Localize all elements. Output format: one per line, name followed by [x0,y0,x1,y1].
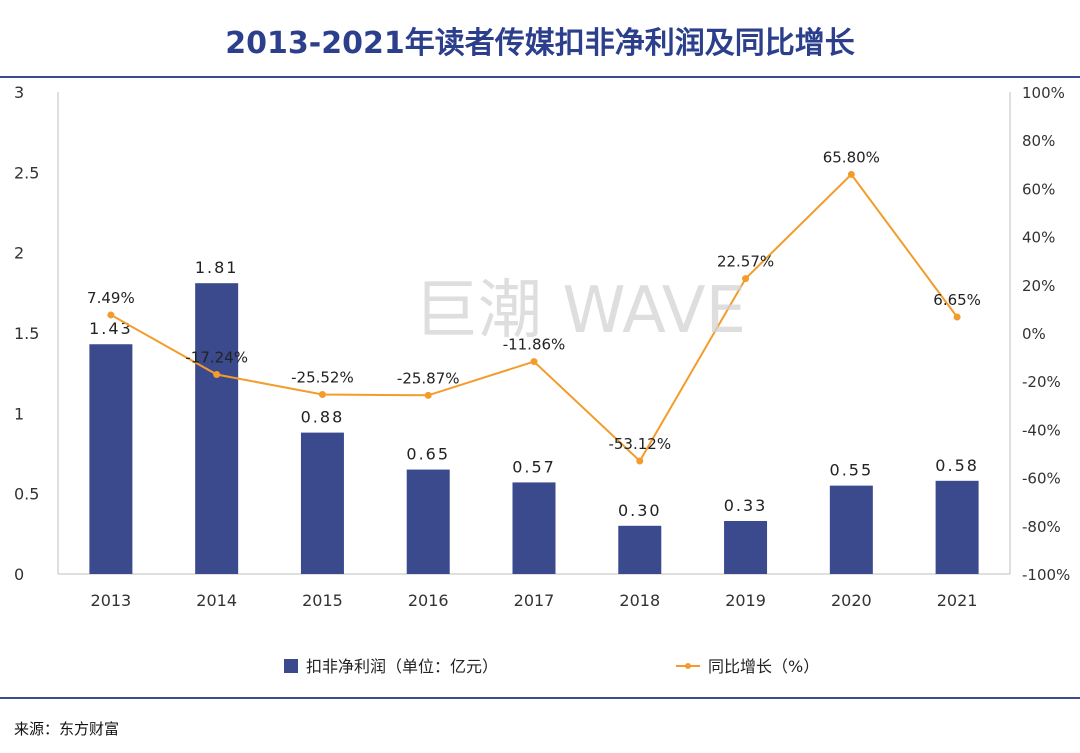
x-tick-label: 2017 [514,591,555,610]
bar-value-label: 0.65 [406,445,450,464]
left-tick-label: 0.5 [14,485,39,504]
chart-canvas: 0 0.5 1 1.5 2 2.5 3 -100% -80% -60% -40% -20% 0% 20%… [14,83,1070,676]
bar-value-label: 0.88 [301,408,345,427]
bar [724,520,768,574]
bar-value-label: 0.30 [618,501,662,520]
bar-value-label: 0.57 [512,457,556,476]
right-tick-label: 40% [1022,229,1055,247]
line-point [424,391,432,399]
left-tick-label: 1 [14,404,24,423]
line-series: 7.49% -17.24% -25.52% -25.87% -11.86% -53.12%… [87,148,981,465]
title-divider [0,76,1080,78]
bar-value-label: 1.43 [89,319,133,338]
x-tick-label: 2021 [937,591,978,610]
line-point [213,371,221,379]
line-value-label: -11.86% [503,336,566,354]
line-value-label: -53.12% [608,435,671,453]
bar [89,344,133,574]
watermark: 巨潮 WAVE [414,274,746,348]
line-point [953,313,961,321]
left-tick-label: 2.5 [14,163,39,182]
x-tick-label: 2013 [91,591,132,610]
right-tick-label: 60% [1022,180,1055,198]
legend-bar-label: 扣非净利润（单位：亿元） [306,657,498,676]
bar [300,432,344,574]
source-note: 来源：东方财富 [14,720,120,738]
legend-line-label: 同比增长（%） [708,657,819,676]
line-value-label: 65.80% [823,148,880,166]
x-tick-label: 2014 [196,591,237,610]
left-tick-label: 2 [14,244,24,263]
bar-value-label: 0.55 [830,461,874,480]
right-tick-label: 100% [1022,84,1065,102]
right-tick-label: -40% [1022,421,1061,439]
line-point [636,457,644,465]
left-tick-label: 3 [14,83,24,102]
line-point [530,358,538,366]
left-axis: 0 0.5 1 1.5 2 2.5 3 [14,83,59,584]
x-tick-label: 2016 [408,591,449,610]
legend: 扣非净利润（单位：亿元） 同比增长（%） [284,657,819,676]
bar [195,283,239,574]
right-tick-label: 20% [1022,277,1055,295]
left-tick-label: 1.5 [14,324,39,343]
line-value-label: -25.87% [397,369,460,387]
legend-line-marker [685,663,691,669]
bar [512,482,556,574]
line-point [107,311,115,319]
right-tick-label: -80% [1022,518,1061,536]
right-tick-label: -20% [1022,373,1061,391]
bar [618,525,662,574]
line-value-label: 22.57% [717,253,774,271]
x-tick-label: 2018 [619,591,660,610]
bar [406,469,450,574]
bar-value-label: 0.58 [935,456,979,475]
right-tick-label: 80% [1022,132,1055,150]
left-tick-label: 0 [14,565,24,584]
line-value-label: 6.65% [933,291,981,309]
x-tick-label: 2020 [831,591,872,610]
line-point [847,170,855,178]
x-tick-label: 2015 [302,591,343,610]
chart-title: 2013-2021年读者传媒扣非净利润及同比增长 [225,26,855,61]
bar [935,480,979,574]
x-tick-label: 2019 [725,591,766,610]
bar [829,485,873,574]
line-point [742,275,750,283]
line-value-label: -25.52% [291,369,354,387]
line-value-label: -17.24% [185,349,248,367]
line-point [318,391,326,399]
bar-series: 1.43 1.81 0.88 0.65 0.57 0.30 0.33 0.55 0.58 [89,258,979,574]
footer-divider [0,697,1080,699]
legend-bar-swatch [284,659,298,673]
x-axis: 2013 2014 2015 2016 2017 2018 2019 2020 2021 [58,573,1010,610]
right-tick-label: 0% [1022,325,1046,343]
right-tick-label: -60% [1022,470,1061,488]
right-tick-label: -100% [1022,566,1070,584]
right-axis: -100% -80% -60% -40% -20% 0% 20% 40% 60% 80% 100% [1009,84,1070,584]
bar-value-label: 1.81 [195,258,239,277]
bar-value-label: 0.33 [724,496,768,515]
line-value-label: 7.49% [87,289,135,307]
